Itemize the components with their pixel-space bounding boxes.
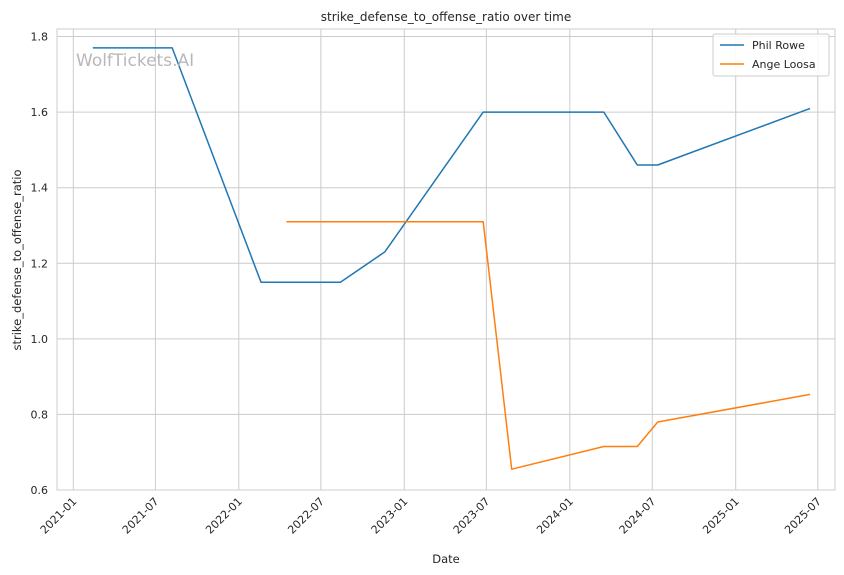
- series-lines: [92, 47, 811, 470]
- series-line-ange-loosa: [286, 220, 811, 470]
- y-tick-label: 0.8: [31, 408, 49, 421]
- y-tick-label: 1.0: [31, 333, 49, 346]
- x-tick-label: 2022-01: [203, 495, 245, 537]
- plot-background: [57, 29, 835, 490]
- x-tick-label: 2025-01: [700, 495, 742, 537]
- y-tick-label: 1.6: [31, 106, 49, 119]
- x-tick-label: 2021-01: [38, 495, 80, 537]
- x-tick-label: 2025-07: [782, 495, 824, 537]
- grid: [57, 29, 835, 491]
- x-tick-label: 2023-01: [369, 495, 411, 537]
- y-tick-label: 1.2: [31, 257, 49, 270]
- y-tick-label: 1.4: [31, 182, 49, 195]
- legend-label-ange-loosa: Ange Loosa: [752, 58, 816, 71]
- x-tick-label: 2022-07: [285, 495, 327, 537]
- y-tick-label: 0.6: [31, 484, 49, 497]
- watermark-text: WolfTickets.AI: [76, 51, 194, 71]
- y-tick-label: 1.8: [31, 31, 49, 44]
- x-axis-title: Date: [432, 552, 460, 566]
- y-axis-title: strike_defense_to_offense_ratio: [10, 169, 24, 350]
- chart-title: strike_defense_to_offense_ratio over tim…: [321, 10, 571, 24]
- x-tick-label: 2023-07: [451, 495, 493, 537]
- x-tick-label: 2024-07: [617, 495, 659, 537]
- legend: Phil Rowe Ange Loosa: [712, 33, 830, 77]
- legend-label-phil-rowe: Phil Rowe: [752, 39, 805, 52]
- x-tick-label: 2024-01: [534, 495, 576, 537]
- x-tick-label: 2021-07: [120, 495, 162, 537]
- plot-frame: [56, 28, 836, 491]
- series-line-phil-rowe: [92, 47, 811, 283]
